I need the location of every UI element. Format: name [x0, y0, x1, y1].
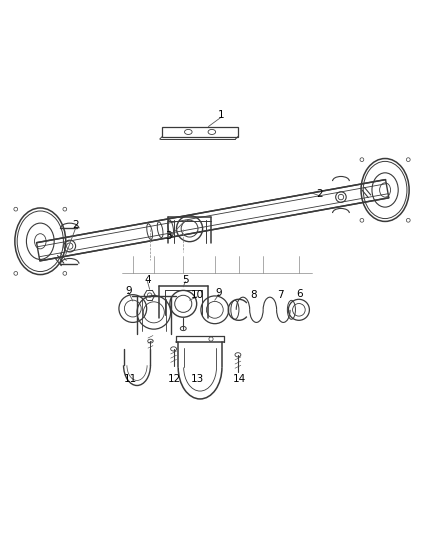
Text: 2: 2 — [73, 220, 79, 230]
Text: 10: 10 — [191, 290, 204, 300]
Text: 1: 1 — [218, 110, 224, 120]
Text: 4: 4 — [144, 275, 151, 285]
Text: 5: 5 — [182, 275, 189, 285]
Text: 7: 7 — [277, 289, 283, 300]
Text: 3: 3 — [165, 231, 172, 241]
Text: 14: 14 — [233, 374, 246, 384]
Text: 9: 9 — [215, 288, 223, 297]
Text: 9: 9 — [125, 286, 132, 296]
Text: 11: 11 — [124, 374, 138, 384]
Text: 2: 2 — [317, 189, 323, 199]
Text: 8: 8 — [251, 289, 257, 300]
Text: 12: 12 — [168, 374, 181, 384]
Polygon shape — [36, 180, 389, 261]
Text: 13: 13 — [191, 374, 204, 384]
Polygon shape — [162, 127, 238, 136]
Text: 6: 6 — [297, 289, 303, 299]
